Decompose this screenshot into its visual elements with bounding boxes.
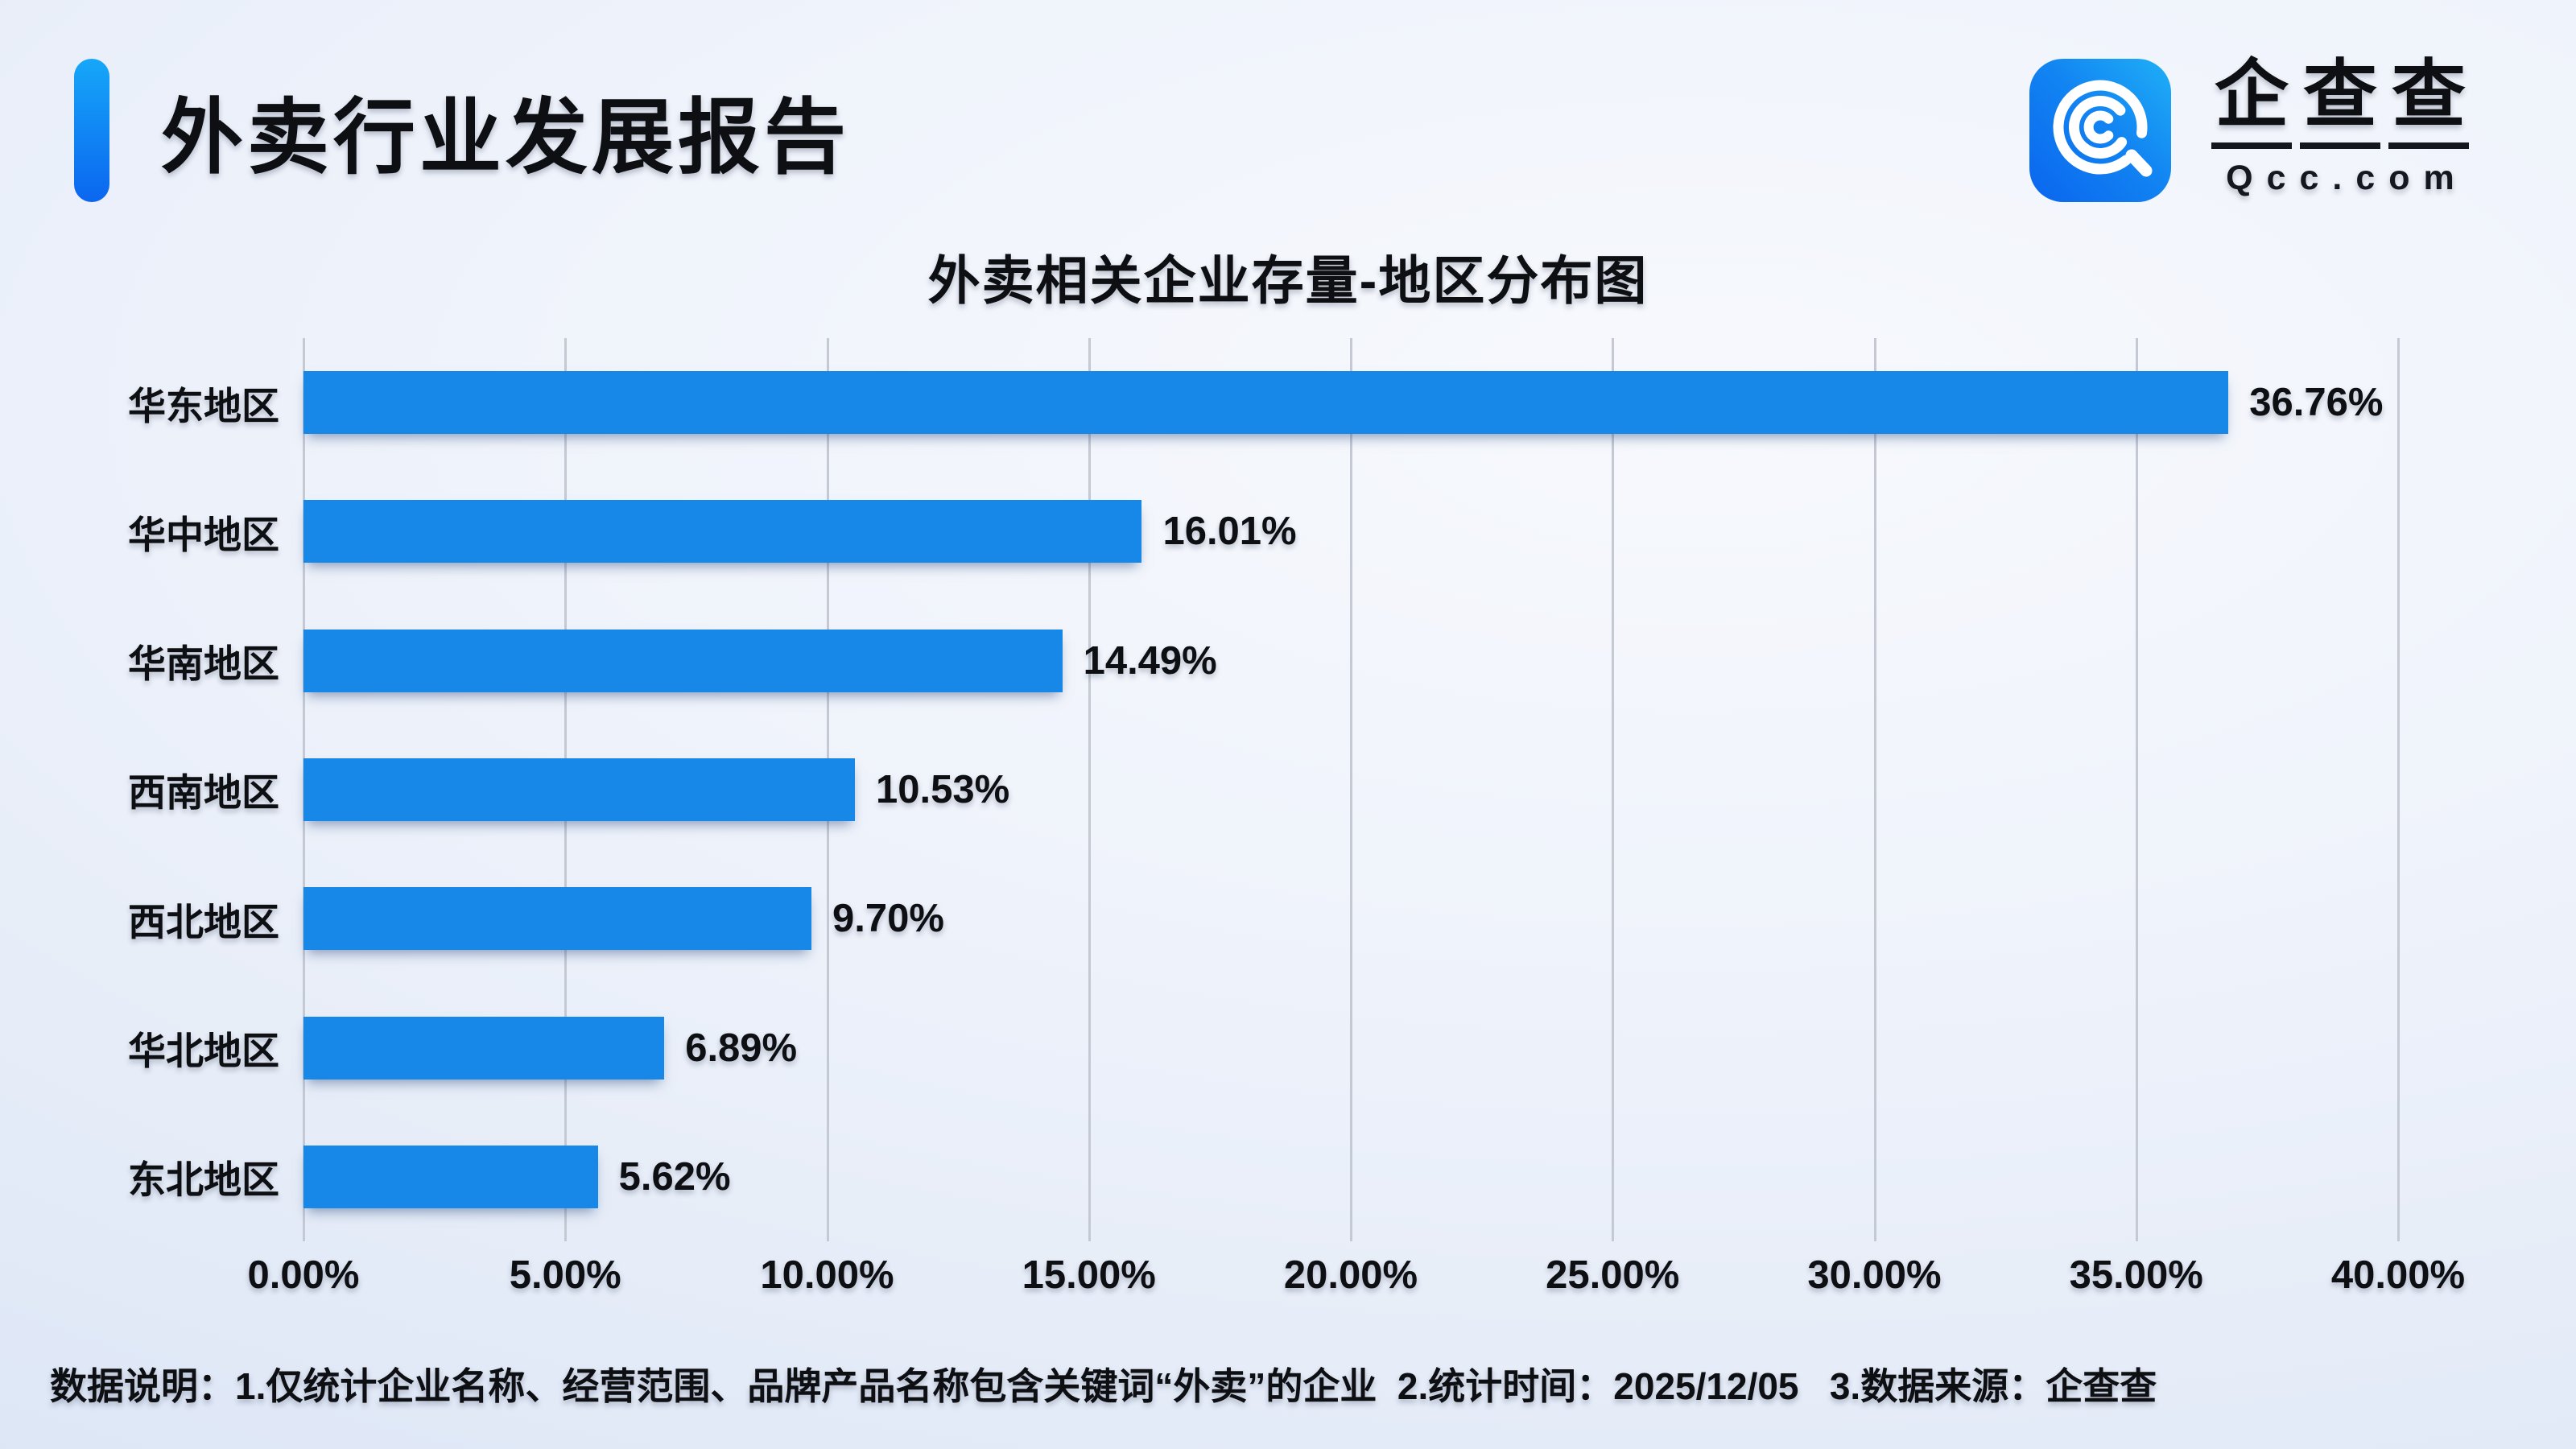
value-label: 5.62% xyxy=(618,1154,731,1199)
qcc-brand-char: 查 xyxy=(2388,56,2469,149)
qcc-magnifier-icon xyxy=(2029,59,2171,202)
x-axis-tick-label: 20.00% xyxy=(1283,1253,1418,1297)
category-label: 华北地区 xyxy=(128,1030,279,1073)
category-label: 华中地区 xyxy=(128,513,279,556)
chart-title: 外卖相关企业存量-地区分布图 xyxy=(927,251,1649,310)
bar xyxy=(303,500,1142,564)
bar-row: 西北地区 9.70% xyxy=(128,854,2398,983)
title-accent-bar xyxy=(74,59,109,202)
x-axis-tick-label: 0.00% xyxy=(247,1253,360,1297)
gridline xyxy=(1350,338,1352,1241)
value-label: 6.89% xyxy=(685,1026,798,1070)
category-label: 华南地区 xyxy=(128,642,279,686)
qcc-logo-text: 企查查 Qcc.com xyxy=(2207,56,2473,198)
qcc-domain: Qcc.com xyxy=(2226,158,2468,197)
category-label: 西北地区 xyxy=(128,900,279,943)
report-title: 外卖行业发展报告 xyxy=(161,91,850,184)
bar-row: 华中地区 16.01% xyxy=(128,467,2398,596)
x-axis-tick-label: 15.00% xyxy=(1022,1253,1156,1297)
bar-row: 华南地区 14.49% xyxy=(128,597,2398,725)
gridline xyxy=(1088,338,1091,1241)
bar xyxy=(303,1145,598,1208)
category-label: 西南地区 xyxy=(128,771,279,815)
value-label: 36.76% xyxy=(2249,381,2384,425)
x-axis-tick-label: 25.00% xyxy=(1546,1253,1680,1297)
data-note: 数据说明：1.仅统计企业名称、经营范围、品牌产品名称包含关键词“外卖”的企业 2… xyxy=(50,1365,2157,1407)
gridline xyxy=(2397,338,2400,1241)
gridline xyxy=(2135,338,2138,1241)
bar-row: 华北地区 6.89% xyxy=(128,983,2398,1112)
qcc-brand-char: 查 xyxy=(2299,56,2380,149)
bar xyxy=(303,629,1063,692)
category-label: 华东地区 xyxy=(128,384,279,427)
x-axis: 0.00% 5.00% 10.00% 15.00% 20.00% 25.00% 30.00%… xyxy=(248,1253,2466,1304)
x-axis-tick-label: 40.00% xyxy=(2330,1253,2466,1297)
gridline xyxy=(1612,338,1615,1241)
qcc-brand-char: 企 xyxy=(2211,56,2292,149)
report-header: 外卖行业发展报告 企查查 Qcc.com xyxy=(74,56,2473,204)
x-axis-tick-label: 30.00% xyxy=(1807,1253,1942,1297)
bar xyxy=(303,758,855,821)
x-axis-tick-label: 35.00% xyxy=(2069,1253,2203,1297)
bar-row: 西南地区 10.53% xyxy=(128,725,2398,854)
value-label: 16.01% xyxy=(1162,510,1297,554)
bar xyxy=(303,1016,665,1080)
bar-rows: 华东地区 36.76% 华中地区 16.01% 华南地区 14.49% 西南地区 10.53%… xyxy=(128,338,2398,1241)
qcc-brand-name: 企查查 xyxy=(2207,56,2473,149)
bar-row: 华东地区 36.76% xyxy=(128,338,2398,467)
bar xyxy=(303,887,811,951)
value-label: 14.49% xyxy=(1083,638,1217,683)
gridline xyxy=(1873,338,1876,1241)
bar xyxy=(303,371,2229,435)
category-label: 东北地区 xyxy=(128,1158,279,1202)
x-axis-tick-label: 5.00% xyxy=(509,1253,621,1297)
value-label: 9.70% xyxy=(832,897,944,941)
qcc-logo: 企查查 Qcc.com xyxy=(2029,56,2473,204)
x-axis-tick-label: 10.00% xyxy=(760,1253,894,1297)
bar-row: 东北地区 5.62% xyxy=(128,1113,2398,1241)
plot-area: 华东地区 36.76% 华中地区 16.01% 华南地区 14.49% 西南地区 10.53%… xyxy=(128,338,2400,1241)
value-label: 10.53% xyxy=(875,767,1010,811)
